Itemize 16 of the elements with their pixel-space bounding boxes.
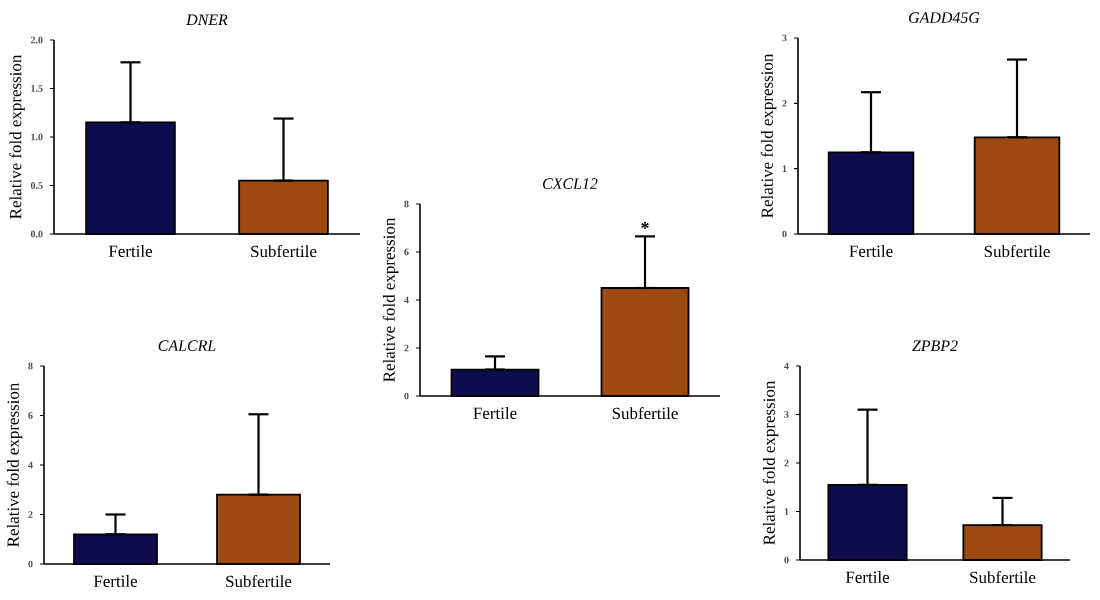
x-tick-label: Fertile <box>108 245 153 257</box>
x-tick-label: Subfertile <box>970 571 1036 584</box>
x-tick-label: Fertile <box>845 571 890 583</box>
x-tick-label: Subfertile <box>226 575 292 588</box>
x-tick-label: Subfertile <box>984 245 1050 258</box>
y-axis-title: Relative fold expression <box>762 380 779 545</box>
x-tick-label: Fertile <box>473 407 517 419</box>
x-tick-label: Subfertile <box>612 407 678 420</box>
x-tick-label: Subfertile <box>251 245 317 258</box>
y-axis-title: Relative fold expression <box>760 53 777 218</box>
y-axis-title: Relative fold expression <box>6 382 23 547</box>
x-tick-label: Fertile <box>93 575 138 587</box>
annotation: * <box>641 222 649 229</box>
y-axis-title: Relative fold expression <box>9 54 25 219</box>
y-axis-title: Relative fold expression <box>382 217 399 382</box>
x-tick-label: Fertile <box>849 245 893 257</box>
